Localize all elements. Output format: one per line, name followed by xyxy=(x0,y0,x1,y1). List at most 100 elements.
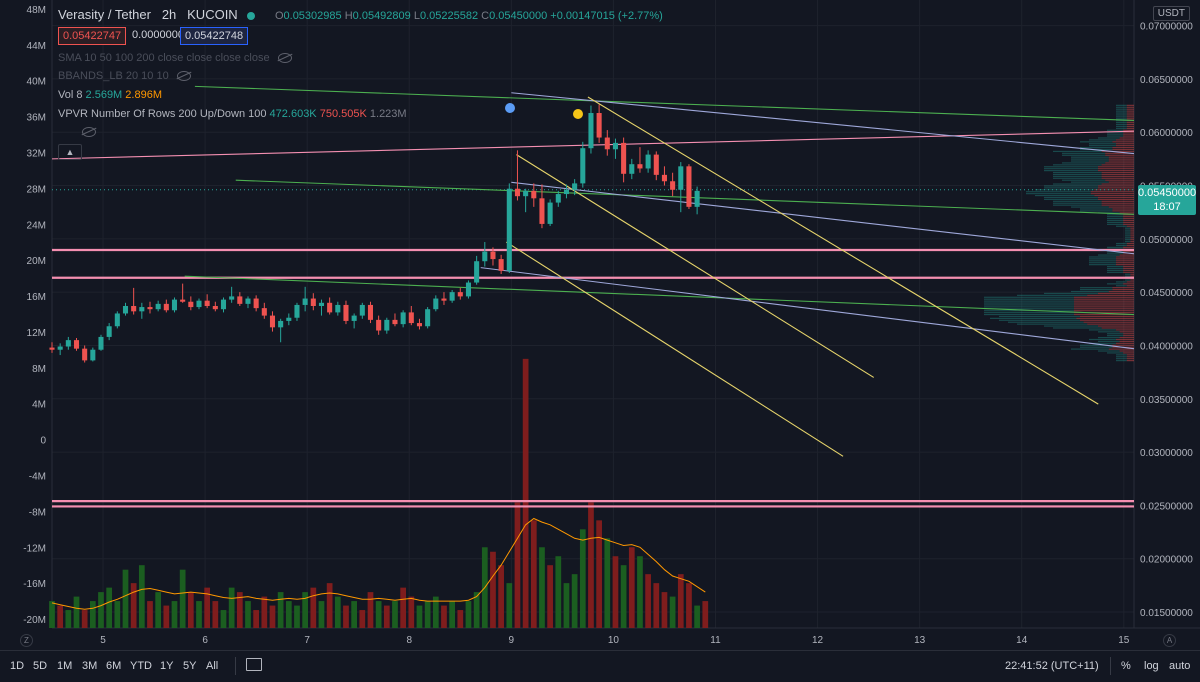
buy-price-button[interactable]: 0.05422748 xyxy=(180,27,249,45)
volume-profile-bar-down xyxy=(1130,231,1134,233)
candle xyxy=(90,347,96,362)
eye-hidden-icon[interactable] xyxy=(82,127,96,138)
volume-profile-bar-down xyxy=(1123,283,1134,285)
close-value: 0.05450000 xyxy=(489,10,548,22)
time-tick-label: 5 xyxy=(100,635,106,646)
volume-profile-bar-up xyxy=(1125,237,1131,239)
candle-body xyxy=(122,306,129,314)
candle xyxy=(612,138,618,159)
spread-value: 0.00000001 xyxy=(132,29,191,41)
volume-profile-bar-down xyxy=(1108,348,1134,350)
eye-hidden-icon[interactable] xyxy=(176,71,191,82)
volume-profile-bar-down xyxy=(1076,317,1134,319)
volume-profile-bar-down xyxy=(1116,145,1134,147)
currency-button[interactable]: USDT xyxy=(1152,6,1190,21)
candle xyxy=(514,150,520,201)
volume-indicator[interactable]: Vol 8 2.569M 2.896M xyxy=(58,89,162,101)
volume-profile-bar-down xyxy=(1123,335,1134,337)
candle-body xyxy=(286,317,292,321)
volume-profile-bar-down xyxy=(1126,127,1134,129)
volume-profile-bar-down xyxy=(1112,148,1134,151)
sma-indicator[interactable]: SMA 10 50 100 200 close close close clos… xyxy=(58,52,292,64)
bbands-indicator[interactable]: BBANDS_LB 20 10 10 xyxy=(58,70,191,82)
candle xyxy=(661,166,667,186)
volume-profile-bar-up xyxy=(984,312,1074,314)
volume-profile-bar-down xyxy=(1126,116,1134,118)
timeframe-ytd[interactable]: YTD xyxy=(130,660,152,672)
volume-bar xyxy=(277,592,284,628)
volume-profile-bar-down xyxy=(1126,112,1134,114)
volume-profile-bar-up xyxy=(1107,271,1124,273)
timeframe-all[interactable]: All xyxy=(206,660,219,672)
candle xyxy=(65,336,71,350)
volume-profile-bar-down xyxy=(1098,185,1134,187)
volume-tick-label: 40M xyxy=(27,77,46,88)
volume-tick-label: -12M xyxy=(23,543,46,554)
volume-tick-label: -8M xyxy=(29,507,46,518)
candle-body xyxy=(220,299,227,310)
volume-profile-bar-up xyxy=(1053,150,1102,153)
high-value: 0.05492809 xyxy=(352,10,411,22)
candle xyxy=(261,302,267,319)
timeframe-6m[interactable]: 6M xyxy=(106,660,122,672)
volume-profile-bar-down xyxy=(1098,168,1134,170)
volume-profile-bar-up xyxy=(1107,221,1124,224)
volume-profile-bar-down xyxy=(1116,258,1134,260)
volume-profile-bar-down xyxy=(1123,219,1134,222)
collapse-legend-button[interactable]: ▲ xyxy=(58,144,82,160)
volume-profile-bar-up xyxy=(1116,112,1127,114)
sell-price-button[interactable]: 0.05422747 xyxy=(58,27,127,45)
trend-line-blue xyxy=(511,181,1135,255)
timeframe-1d[interactable]: 1D xyxy=(10,660,25,672)
volume-profile-bar-down xyxy=(1119,340,1134,343)
volume-profile-bar-down xyxy=(1112,146,1134,149)
percent-scale-button[interactable]: % xyxy=(1121,660,1131,672)
candle-body xyxy=(253,298,259,309)
candle xyxy=(155,300,161,312)
candle-body xyxy=(563,189,569,195)
volume-profile-bar-down xyxy=(1123,135,1134,137)
eye-hidden-icon[interactable] xyxy=(277,53,292,64)
volume-bar xyxy=(147,601,153,628)
timeframe-5y[interactable]: 5Y xyxy=(183,660,197,672)
candle xyxy=(457,287,463,300)
price-tick-label: 0.06000000 xyxy=(1140,128,1193,139)
hidden-indicator[interactable] xyxy=(58,126,96,138)
calendar-range-icon[interactable] xyxy=(246,658,262,671)
timeframe-3m[interactable]: 3M xyxy=(82,660,98,672)
auto-scale-button[interactable]: A xyxy=(1163,634,1176,647)
volume-profile-bar-down xyxy=(1116,139,1134,141)
timeframe-1m[interactable]: 1M xyxy=(57,660,73,672)
log-scale-button[interactable]: log xyxy=(1144,660,1159,672)
bar-countdown: 18:07 xyxy=(1153,201,1181,213)
symbol-name[interactable]: Verasity / Tether xyxy=(58,7,151,22)
volume-profile-bar-up xyxy=(1089,342,1116,344)
volume-profile-bar-down xyxy=(1116,338,1134,341)
candle-body xyxy=(408,312,414,324)
candle xyxy=(351,313,357,329)
volume-bar xyxy=(196,601,202,628)
candle-body xyxy=(204,300,210,307)
auto-scale-toggle[interactable]: auto xyxy=(1169,660,1191,672)
timeframe-1y[interactable]: 1Y xyxy=(160,660,174,672)
candle xyxy=(237,292,243,307)
volume-tick-label: 16M xyxy=(27,292,46,303)
volume-profile-bar-down xyxy=(1090,193,1134,195)
volume-profile-bar-down xyxy=(1126,281,1134,283)
volume-tick-label: 36M xyxy=(27,113,46,124)
candle xyxy=(694,186,700,215)
volume-bar xyxy=(343,605,349,628)
timeframe-5d[interactable]: 5D xyxy=(33,660,48,672)
candle xyxy=(449,290,455,303)
clock[interactable]: 22:41:52 (UTC+11) xyxy=(1005,660,1099,672)
volume-profile-bar-up xyxy=(1044,170,1098,172)
candle-body xyxy=(106,326,112,337)
volume-profile-bar-down xyxy=(1112,210,1134,212)
candle-body xyxy=(269,315,276,328)
zoom-reset-button[interactable]: Z xyxy=(20,634,33,647)
vpvr-indicator[interactable]: VPVR Number Of Rows 200 Up/Down 100 472.… xyxy=(58,108,407,120)
candle-body xyxy=(318,302,325,307)
candle-body xyxy=(392,319,398,325)
